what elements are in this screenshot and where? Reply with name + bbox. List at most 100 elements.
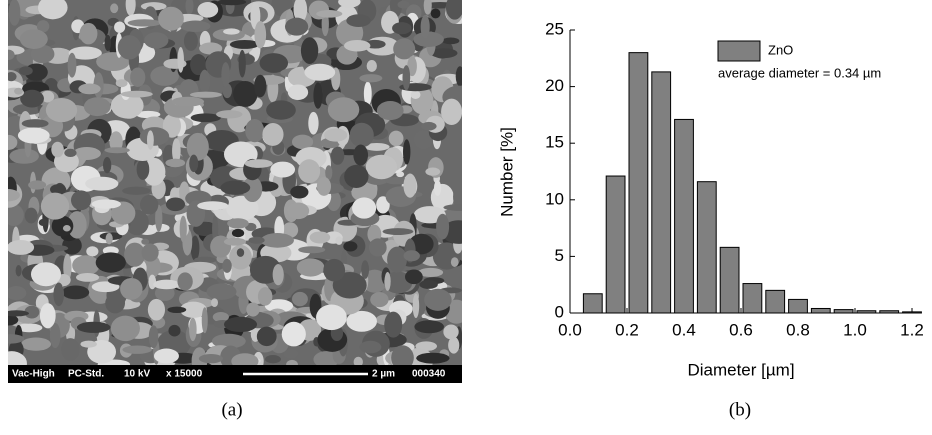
- grain: [405, 269, 423, 285]
- grain: [180, 20, 211, 32]
- grain: [450, 257, 459, 267]
- grain: [229, 39, 260, 49]
- grain: [262, 122, 284, 146]
- grain: [256, 326, 277, 347]
- grain: [363, 81, 372, 106]
- grain: [313, 82, 323, 109]
- grain: [362, 269, 388, 293]
- grain: [316, 10, 343, 18]
- grain: [30, 44, 55, 64]
- grain: [223, 237, 247, 246]
- grain: [221, 62, 230, 88]
- grain: [79, 22, 98, 45]
- grain: [139, 127, 170, 146]
- grain: [165, 197, 186, 212]
- grain: [91, 281, 120, 293]
- grain: [158, 6, 184, 31]
- grain: [120, 90, 153, 98]
- grain: [217, 0, 247, 6]
- grain: [61, 338, 80, 362]
- grain: [351, 183, 378, 202]
- grain: [62, 225, 71, 232]
- grain: [248, 236, 265, 244]
- grain: [259, 53, 289, 73]
- grain: [130, 67, 146, 88]
- grain: [8, 286, 27, 300]
- grain: [86, 246, 99, 257]
- grain: [17, 127, 50, 144]
- grain: [28, 180, 47, 190]
- grain: [75, 272, 100, 282]
- grain: [291, 291, 308, 307]
- grain: [135, 110, 161, 119]
- grain: [8, 314, 19, 326]
- x-tick-label: 1.2: [900, 320, 924, 339]
- grain: [397, 0, 410, 9]
- grain: [287, 84, 309, 100]
- grain: [346, 310, 377, 332]
- grain: [298, 246, 326, 254]
- grain: [402, 65, 411, 91]
- grain: [104, 34, 112, 52]
- grain: [413, 31, 444, 48]
- grain: [148, 274, 157, 290]
- grain: [343, 241, 358, 252]
- grain: [308, 111, 319, 135]
- bar: [788, 298, 808, 314]
- grain: [189, 91, 222, 98]
- grain: [19, 29, 48, 49]
- grain: [50, 184, 67, 195]
- grain: [211, 333, 246, 349]
- grain: [419, 279, 438, 289]
- grain: [153, 348, 179, 364]
- grain: [455, 66, 462, 87]
- grain: [290, 185, 309, 199]
- grain: [155, 204, 163, 232]
- grain: [349, 122, 374, 148]
- bar: [605, 175, 626, 314]
- grain: [30, 262, 62, 287]
- grain: [441, 98, 462, 125]
- grain: [448, 336, 460, 354]
- y-tick-label: 25: [545, 19, 564, 38]
- grain: [396, 171, 405, 178]
- grain: [115, 79, 128, 88]
- grain: [190, 113, 221, 123]
- grain: [300, 37, 319, 64]
- grain: [136, 158, 150, 180]
- grain: [231, 228, 245, 238]
- grain: [324, 128, 348, 142]
- bar: [765, 289, 786, 314]
- grain: [197, 2, 219, 18]
- grain: [24, 207, 38, 224]
- grain: [443, 204, 462, 211]
- grain: [403, 250, 420, 262]
- grain: [39, 303, 56, 329]
- bar: [810, 307, 831, 314]
- x-axis-label: Diameter [µm]: [687, 360, 794, 379]
- grain: [284, 17, 309, 36]
- grain: [224, 316, 258, 333]
- grain: [436, 213, 450, 240]
- grain: [353, 144, 369, 166]
- grain: [201, 307, 208, 334]
- grain: [194, 256, 217, 264]
- grain: [185, 0, 194, 15]
- grain: [286, 359, 298, 365]
- grain: [376, 196, 390, 214]
- grain: [416, 352, 450, 364]
- grain: [442, 37, 460, 45]
- bar: [651, 71, 672, 314]
- grain: [236, 248, 245, 257]
- grain: [338, 0, 361, 8]
- grain: [335, 236, 343, 245]
- x-tick-label: 1.0: [843, 320, 867, 339]
- grain: [352, 197, 377, 219]
- grain: [190, 54, 207, 76]
- grain: [364, 142, 390, 151]
- grain: [153, 279, 180, 290]
- grain: [226, 195, 259, 221]
- info-text: PC-Std.: [68, 369, 104, 380]
- grain: [76, 321, 111, 333]
- grain: [257, 287, 273, 306]
